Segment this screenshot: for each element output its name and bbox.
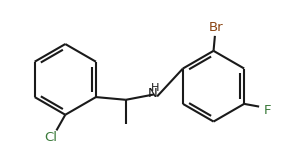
Text: Br: Br bbox=[209, 21, 224, 34]
Text: H: H bbox=[151, 83, 159, 93]
Text: N: N bbox=[148, 87, 158, 100]
Text: Cl: Cl bbox=[44, 131, 57, 144]
Text: F: F bbox=[263, 104, 271, 117]
